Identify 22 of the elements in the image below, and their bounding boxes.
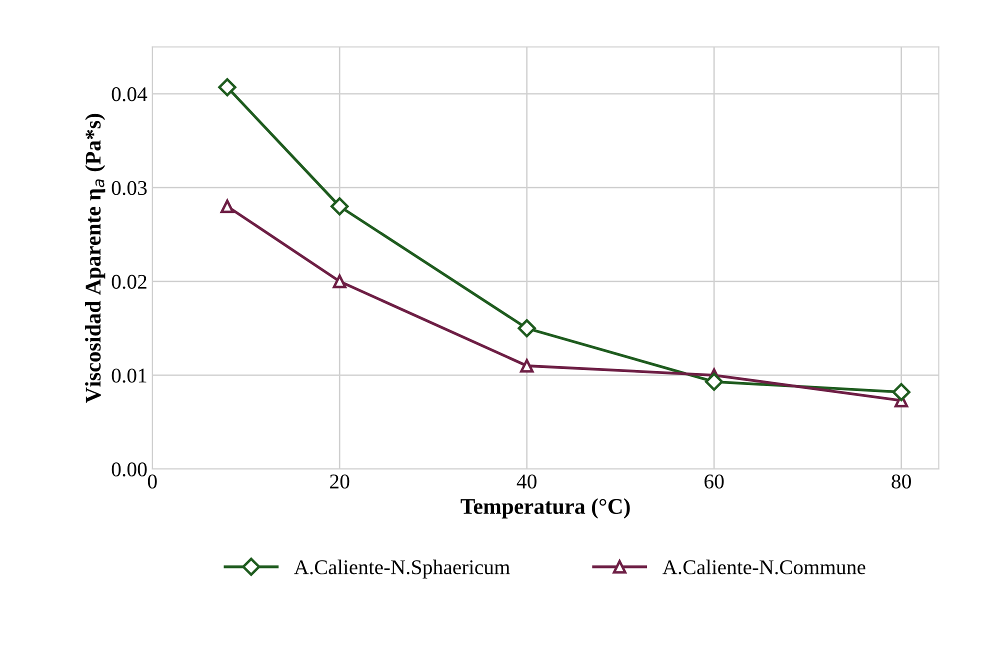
y-tick-label: 0.02 [112, 274, 146, 289]
point [704, 372, 724, 391]
point [520, 359, 534, 373]
y-tick-label: 0.04 [112, 87, 148, 102]
point [218, 78, 236, 96]
point [330, 197, 349, 216]
y-axis-title: Viscosidad Aparente η$_{a}$ (Pa*s) [85, 114, 106, 403]
legend-label: A.Caliente-N.Sphaericum [294, 560, 510, 579]
legend-label: A.Caliente-N.Commune [662, 560, 866, 574]
x-tick-label: 80 [892, 474, 911, 489]
x-tick-label: 40 [516, 474, 536, 489]
x-tick-label: 0 [148, 474, 157, 489]
point [220, 200, 234, 214]
y-tick-label: 0.00 [112, 462, 147, 477]
point [332, 274, 346, 288]
point [892, 382, 910, 402]
y-tick-label: 0.01 [112, 368, 146, 383]
y-tick-label: 0.03 [112, 180, 147, 196]
x-tick-label: 20 [330, 474, 350, 489]
x-tick-label: 60 [704, 474, 724, 489]
point [518, 319, 536, 338]
x-axis-title: Temperatura (°C) [460, 498, 630, 518]
